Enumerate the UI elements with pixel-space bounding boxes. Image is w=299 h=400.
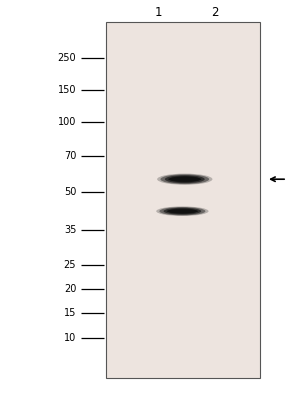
Bar (106, 22, 260, 378)
Ellipse shape (173, 210, 192, 213)
Ellipse shape (159, 207, 205, 216)
Ellipse shape (161, 174, 209, 184)
Text: 70: 70 (64, 151, 76, 161)
Ellipse shape (168, 208, 197, 214)
Text: 20: 20 (64, 284, 76, 294)
Text: 100: 100 (58, 117, 76, 127)
Text: 1: 1 (155, 6, 162, 18)
Ellipse shape (175, 177, 194, 181)
Text: 150: 150 (58, 85, 76, 95)
Text: 250: 250 (58, 53, 76, 63)
Bar (108, 24, 259, 376)
Ellipse shape (164, 208, 201, 215)
Ellipse shape (157, 174, 212, 185)
Text: 10: 10 (64, 333, 76, 343)
Text: 25: 25 (64, 260, 76, 270)
Text: 50: 50 (64, 187, 76, 197)
Ellipse shape (156, 206, 209, 216)
Text: 35: 35 (64, 225, 76, 235)
Ellipse shape (170, 176, 200, 182)
Ellipse shape (168, 177, 202, 182)
Text: 15: 15 (64, 308, 76, 318)
Ellipse shape (165, 175, 205, 183)
Text: 2: 2 (211, 6, 219, 18)
Ellipse shape (167, 209, 198, 213)
